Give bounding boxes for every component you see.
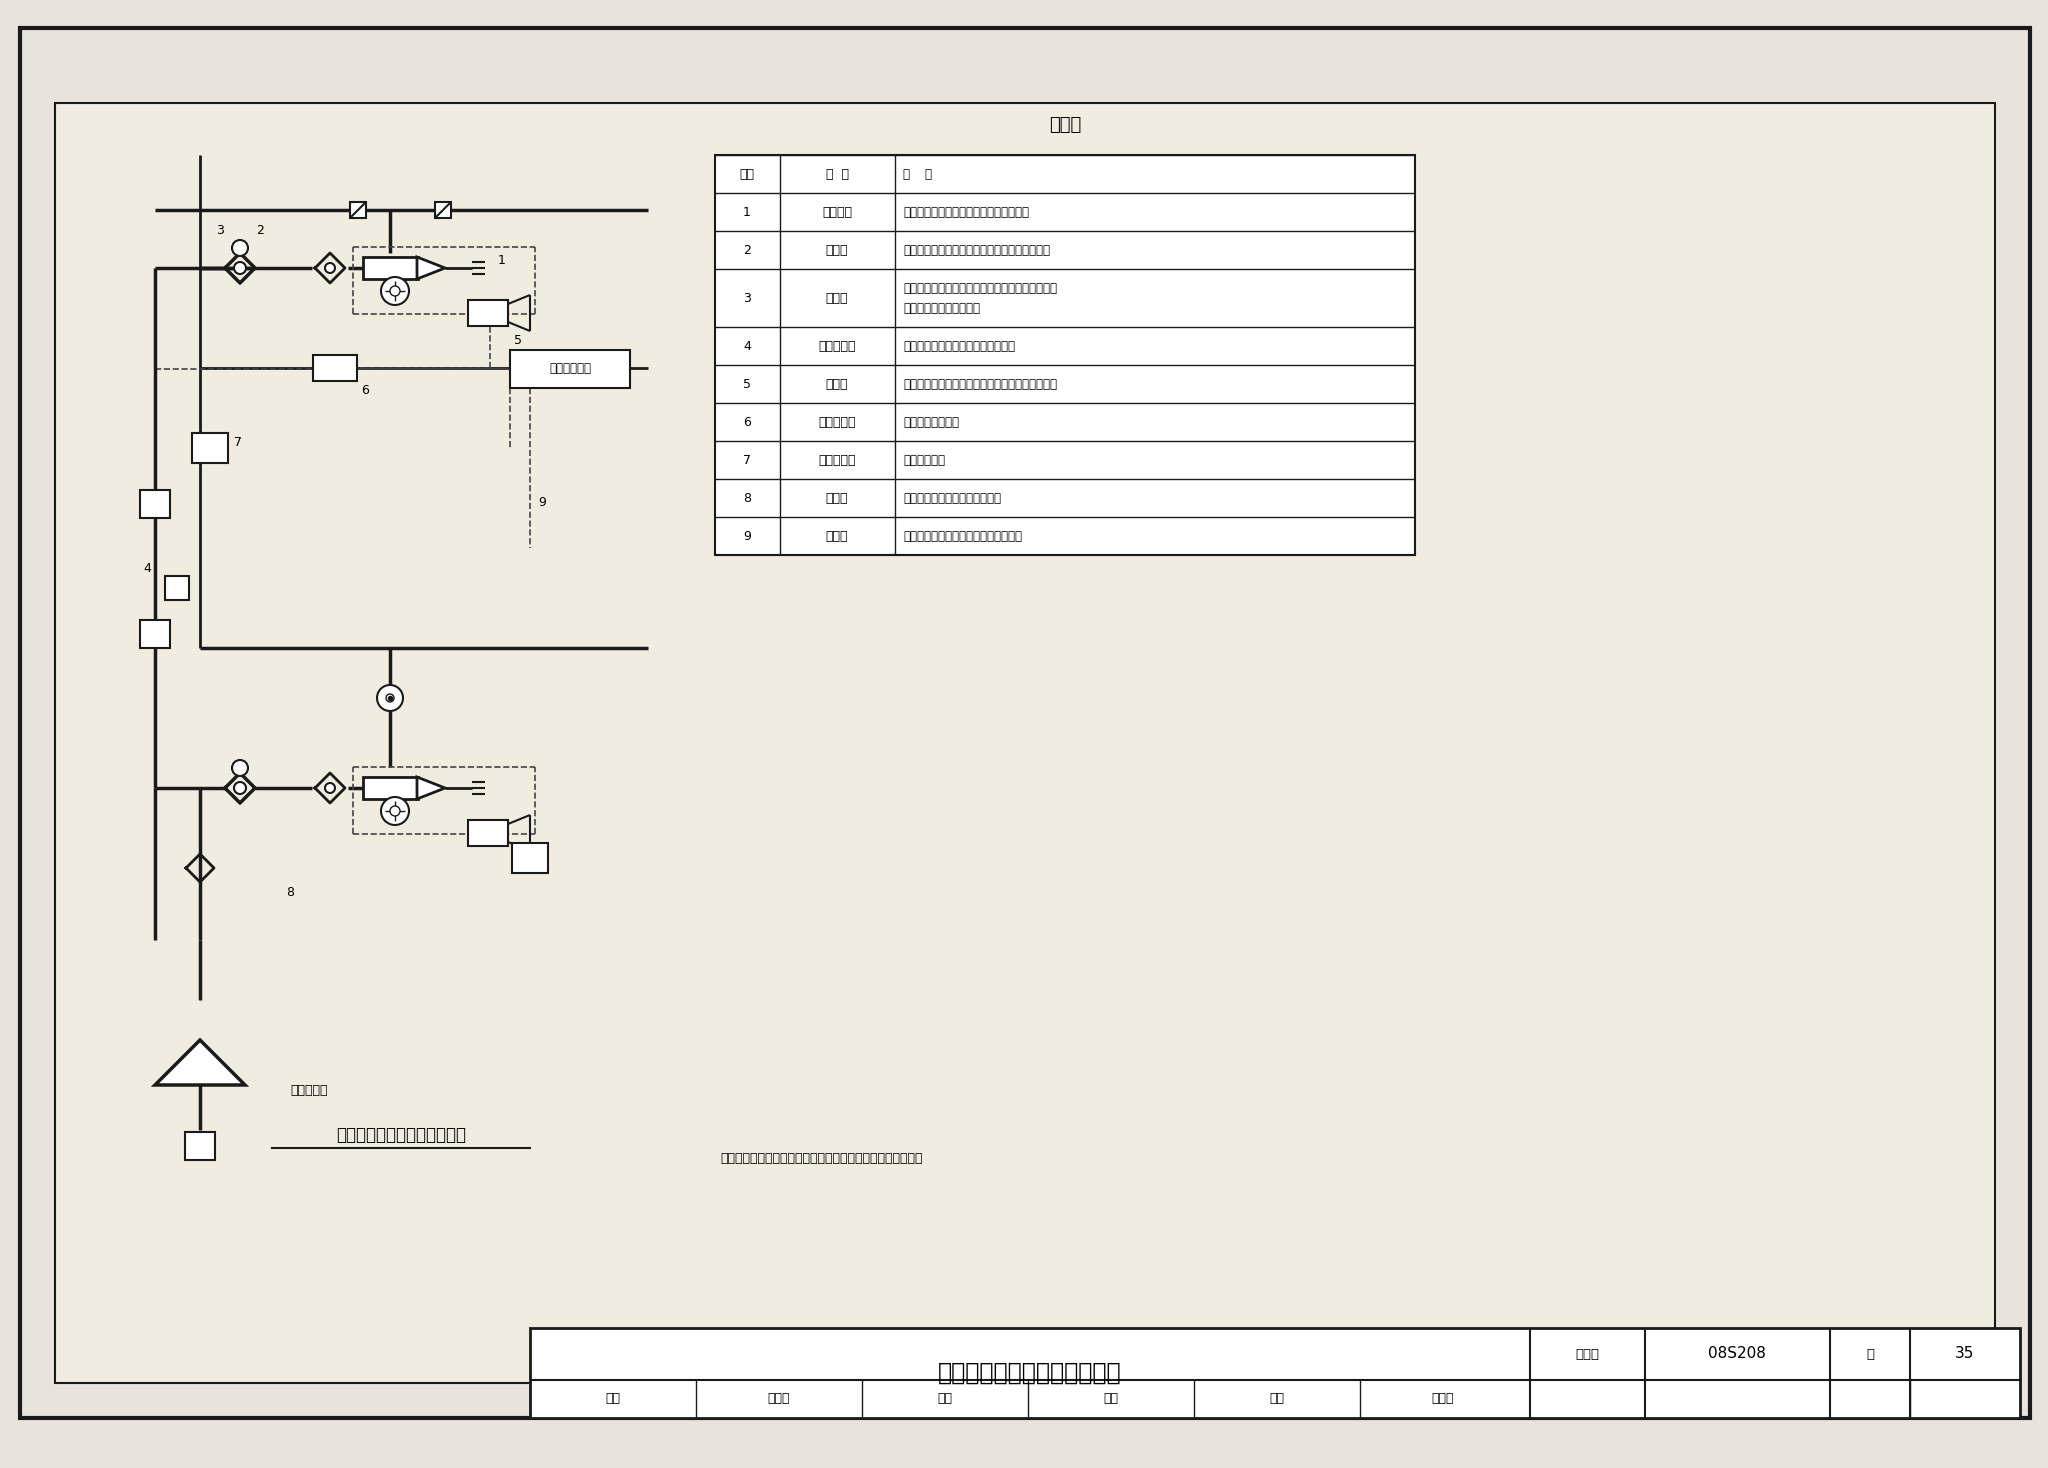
Text: 6: 6	[743, 415, 752, 429]
Text: 现场控制器: 现场控制器	[819, 415, 856, 429]
Polygon shape	[418, 257, 444, 279]
Text: 注：本图按萃联（中国）消防设备制造有限公司的资料编制．: 注：本图按萃联（中国）消防设备制造有限公司的资料编制．	[721, 1151, 922, 1164]
Text: 8: 8	[743, 492, 752, 505]
Text: 将高压水喷向着火点灭火或用于设备冷却: 将高压水喷向着火点灭火或用于设备冷却	[903, 206, 1028, 219]
Text: 供水管: 供水管	[825, 492, 848, 505]
Text: 戚晓专: 戚晓专	[768, 1393, 791, 1405]
Text: 手动操作盘: 手动操作盘	[819, 454, 856, 467]
Text: 消防水炮: 消防水炮	[821, 206, 852, 219]
Circle shape	[326, 263, 336, 273]
Text: 08S208: 08S208	[1708, 1346, 1765, 1361]
Text: 消防控制中心: 消防控制中心	[549, 363, 592, 376]
Bar	[362, 257, 418, 279]
Polygon shape	[156, 1039, 246, 1085]
Bar	[715, 156, 1415, 555]
Circle shape	[385, 694, 393, 702]
Circle shape	[326, 782, 336, 793]
Bar	[469, 299, 508, 326]
Circle shape	[377, 686, 403, 711]
Text: 名  称: 名 称	[825, 167, 848, 181]
Circle shape	[381, 797, 410, 825]
Text: 刘芳: 刘芳	[1104, 1393, 1118, 1405]
Text: 审核: 审核	[606, 1393, 621, 1405]
Circle shape	[231, 239, 248, 255]
Text: 检修阀门，平时常开，可采用信号阀: 检修阀门，平时常开，可采用信号阀	[903, 339, 1016, 352]
Text: 35: 35	[1956, 1346, 1974, 1361]
Bar	[166, 575, 188, 600]
Bar	[313, 355, 356, 382]
Bar	[510, 349, 631, 388]
Bar	[434, 203, 451, 219]
Polygon shape	[418, 777, 444, 799]
Text: 电动阀: 电动阀	[825, 244, 848, 257]
Text: 9: 9	[743, 530, 752, 543]
Text: 1: 1	[743, 206, 752, 219]
Text: 5: 5	[514, 335, 522, 348]
Bar	[350, 203, 367, 219]
Text: 接至供水水源，供消防炮高压水: 接至供水水源，供消防炮高压水	[903, 492, 1001, 505]
Text: 开闭信号传至消防值班室: 开闭信号传至消防值班室	[903, 301, 981, 314]
Text: 数字图像消防水炮系统示意图: 数字图像消防水炮系统示意图	[938, 1361, 1122, 1384]
Text: 用    途: 用 途	[903, 167, 932, 181]
Text: 接供水水源: 接供水水源	[291, 1083, 328, 1097]
Text: 将火灾图像传至消防控制中心，分析是否发生火灾: 将火灾图像传至消防控制中心，分析是否发生火灾	[903, 377, 1057, 390]
Text: 王世杰: 王世杰	[1432, 1393, 1454, 1405]
Text: 数字图像消防水炮系统示意图: 数字图像消防水炮系统示意图	[336, 1126, 467, 1144]
Text: 2: 2	[743, 244, 752, 257]
Bar	[55, 103, 1995, 1383]
Bar	[156, 156, 647, 940]
Bar	[362, 777, 418, 799]
Text: 设计: 设计	[1270, 1393, 1284, 1405]
Text: 页: 页	[1866, 1348, 1874, 1361]
Circle shape	[389, 286, 399, 297]
Bar	[530, 1329, 2019, 1418]
Text: 3: 3	[743, 292, 752, 304]
Text: 摄像机: 摄像机	[825, 377, 848, 390]
Text: 图集号: 图集号	[1575, 1348, 1599, 1361]
Text: 7: 7	[743, 454, 752, 467]
Bar	[469, 821, 508, 846]
Text: 用于关闭管道检修电动阀或消防炮，平时常开，有: 用于关闭管道检修电动阀或消防炮，平时常开，有	[903, 282, 1057, 295]
Bar	[139, 490, 170, 518]
Text: 现场手动操作: 现场手动操作	[903, 454, 944, 467]
Text: 名称表: 名称表	[1049, 116, 1081, 134]
Bar	[184, 1132, 215, 1160]
Text: 3: 3	[215, 223, 223, 236]
Text: 信号阀: 信号阀	[825, 292, 848, 304]
Text: 用于远控及自动控制时，开启供水管，平时常闭: 用于远控及自动控制时，开启供水管，平时常闭	[903, 244, 1051, 257]
Text: 校对: 校对	[938, 1393, 952, 1405]
Text: 1: 1	[498, 254, 506, 267]
Circle shape	[381, 277, 410, 305]
Text: 2: 2	[256, 223, 264, 236]
Text: 9: 9	[539, 496, 547, 509]
Bar	[512, 843, 549, 873]
Text: 控制线: 控制线	[825, 530, 848, 543]
Circle shape	[233, 782, 246, 794]
Bar	[139, 619, 170, 647]
Text: 4: 4	[743, 339, 752, 352]
Text: 7: 7	[233, 436, 242, 449]
Text: 蝶阀或闸阀: 蝶阀或闸阀	[819, 339, 856, 352]
Text: 控制水炮阀门动作及传输摄像机等信号: 控制水炮阀门动作及传输摄像机等信号	[903, 530, 1022, 543]
Text: 6: 6	[360, 383, 369, 396]
Text: 5: 5	[743, 377, 752, 390]
Circle shape	[231, 760, 248, 777]
Bar	[193, 433, 227, 462]
Circle shape	[233, 261, 246, 275]
Text: 编号: 编号	[739, 167, 754, 181]
Text: 8: 8	[287, 887, 295, 900]
Text: 4: 4	[143, 561, 152, 574]
Text: 对消防炮就地控制: 对消防炮就地控制	[903, 415, 958, 429]
Circle shape	[389, 806, 399, 816]
